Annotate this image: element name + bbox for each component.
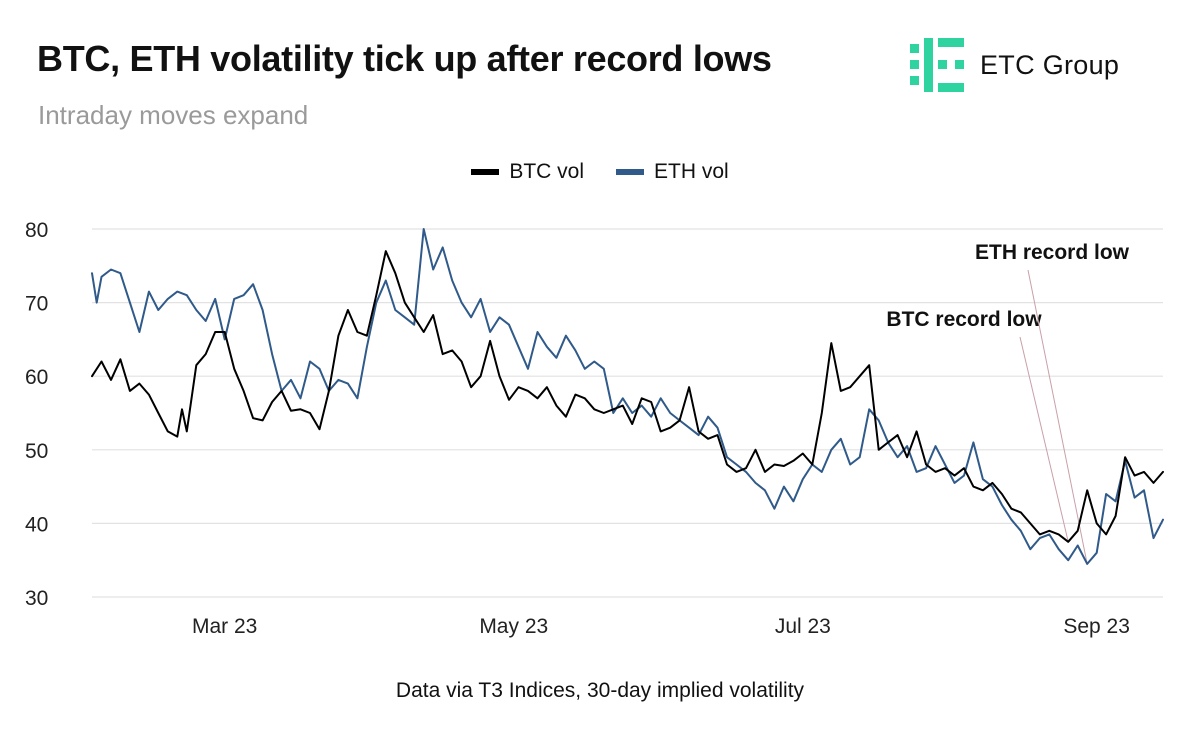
data-source-note: Data via T3 Indices, 30-day implied vola… <box>395 679 805 702</box>
legend-swatch-btc <box>471 169 500 175</box>
annotation-label-btc-record-low: BTC record low <box>886 308 1042 331</box>
legend-item-eth: ETH vol <box>616 160 729 184</box>
chart-legend: BTC vol ETH vol <box>0 160 1200 184</box>
y-tick-label-60: 60 <box>25 366 48 389</box>
legend-label-eth: ETH vol <box>654 160 729 183</box>
series-line-eth-vol <box>91 228 1164 565</box>
series-line-btc-vol <box>91 250 1164 543</box>
legend-item-btc: BTC vol <box>471 160 584 184</box>
x-tick-label-jul-23: Jul 23 <box>775 615 831 638</box>
y-tick-label-40: 40 <box>25 513 48 536</box>
x-tick-label-sep-23: Sep 23 <box>1063 615 1130 638</box>
annotation-label-eth-record-low: ETH record low <box>975 241 1130 264</box>
etc-group-logo-mark-icon <box>910 38 964 92</box>
x-tick-label-may-23: May 23 <box>479 615 548 638</box>
legend-label-btc: BTC vol <box>509 160 584 183</box>
brand-name: ETC Group <box>980 49 1120 80</box>
chart-title: BTC, ETH volatility tick up after record… <box>37 38 772 79</box>
y-tick-label-30: 30 <box>25 587 48 610</box>
annotation-line-0 <box>1019 336 1069 542</box>
x-tick-label-mar-23: Mar 23 <box>192 615 257 638</box>
y-tick-label-80: 80 <box>25 219 48 242</box>
etc-group-logo: ETC Group <box>910 36 1119 94</box>
chart-subtitle: Intraday moves expand <box>38 100 309 130</box>
y-tick-label-70: 70 <box>25 293 48 316</box>
legend-swatch-eth <box>616 169 644 175</box>
y-tick-label-50: 50 <box>25 440 48 463</box>
annotation-line-1 <box>1027 269 1088 564</box>
